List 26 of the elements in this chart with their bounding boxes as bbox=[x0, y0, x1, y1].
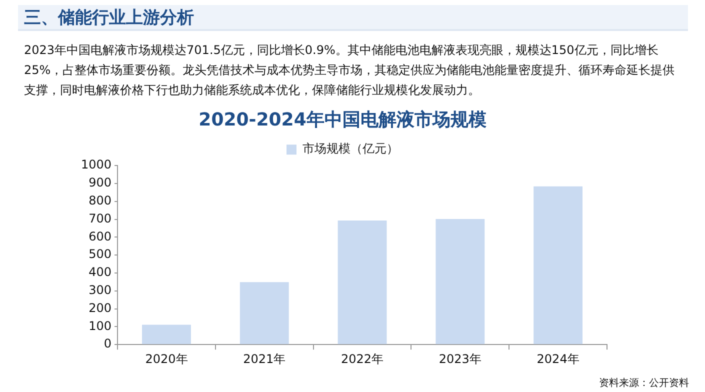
text: 资料来源：公开资料 bbox=[599, 376, 689, 390]
x-tick-label: 2023年 bbox=[438, 352, 482, 366]
bar bbox=[436, 219, 485, 344]
x-tick-label: 2022年 bbox=[340, 352, 384, 366]
text: 2023年中国电解液市场规模达701.5亿元，同比增长0.9%。其中储能电池电解液表现亮眼，规模达150亿元，同比增长25%，占整体市场重要份额。龙头凭借技术与成本优势主导市场，其稳定供应为储能电池能量密度提升、循环寿命延长提供支撑，同时电解液价格下行也助力储能系统成本优化，保障储能行业规模化发展动力。 bbox=[24, 42, 676, 99]
legend-label: 市场规模（亿元） bbox=[302, 142, 398, 156]
y-tick-label: 300 bbox=[88, 283, 112, 298]
x-tick-label: 2021年 bbox=[243, 352, 286, 366]
bar bbox=[534, 186, 583, 344]
bar bbox=[338, 220, 387, 344]
y-tick-label: 800 bbox=[88, 194, 112, 208]
y-tick-label: 1000 bbox=[80, 158, 112, 172]
bar bbox=[142, 324, 191, 344]
y-tick-label: 700 bbox=[88, 211, 112, 226]
x-tick-label: 2024年 bbox=[536, 352, 580, 366]
chart-title: 2020-2024年中国电解液市场规模 bbox=[198, 109, 486, 130]
y-tick-label: 900 bbox=[88, 176, 112, 190]
text: 三、储能行业上游分析 bbox=[18, 5, 688, 31]
y-tick-label: 100 bbox=[88, 318, 112, 333]
x-tick-label: 2020年 bbox=[145, 352, 188, 366]
y-tick-label: 400 bbox=[88, 265, 112, 280]
y-tick-label: 200 bbox=[88, 300, 112, 315]
y-tick-label: 600 bbox=[88, 229, 112, 244]
y-tick-label: 0 bbox=[104, 336, 112, 351]
bar bbox=[240, 282, 289, 344]
y-tick-label: 500 bbox=[88, 247, 112, 262]
